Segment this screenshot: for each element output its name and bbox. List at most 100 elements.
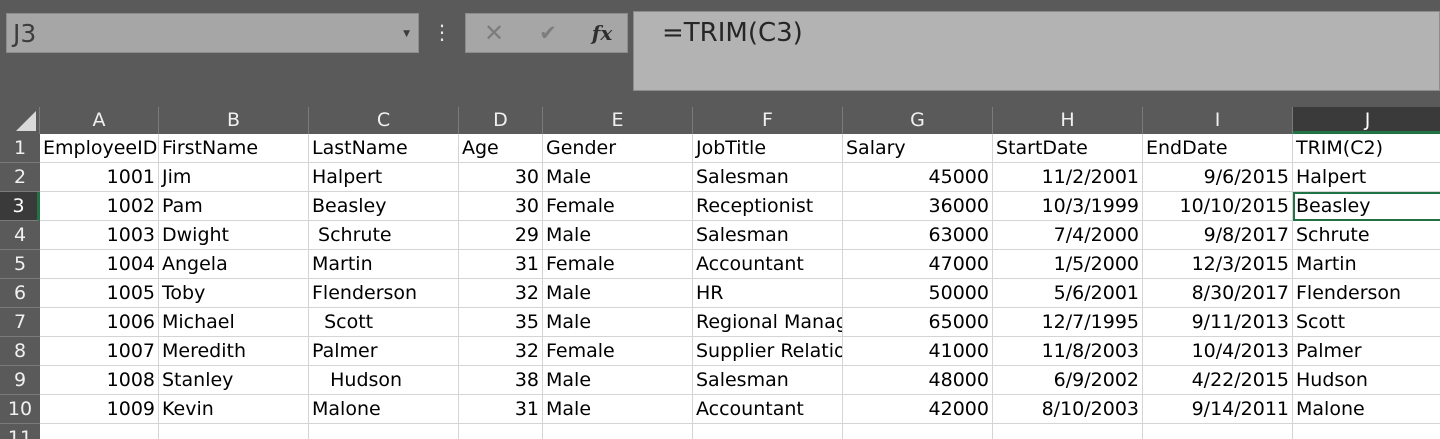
cell-a7[interactable]: 1006	[40, 308, 159, 337]
cell-c3[interactable]: Beasley	[309, 192, 459, 221]
fx-icon[interactable]: fx	[591, 21, 613, 45]
cell-e1[interactable]: Gender	[543, 134, 693, 163]
cell-b5[interactable]: Angela	[159, 250, 309, 279]
cell-h11[interactable]	[993, 424, 1143, 439]
cell-b3[interactable]: Pam	[159, 192, 309, 221]
cell-e6[interactable]: Male	[543, 279, 693, 308]
cell-c10[interactable]: Malone	[309, 395, 459, 424]
cell-c4[interactable]: Schrute	[309, 221, 459, 250]
cell-d9[interactable]: 38	[459, 366, 543, 395]
cell-c7[interactable]: Scott	[309, 308, 459, 337]
cell-g2[interactable]: 45000	[843, 163, 993, 192]
cell-f1[interactable]: JobTitle	[693, 134, 843, 163]
cell-a1[interactable]: EmployeeID	[40, 134, 159, 163]
cell-f5[interactable]: Accountant	[693, 250, 843, 279]
cell-i2[interactable]: 9/6/2015	[1143, 163, 1293, 192]
row-header-9[interactable]: 9	[0, 366, 40, 395]
cell-f2[interactable]: Salesman	[693, 163, 843, 192]
chevron-down-icon[interactable]: ▼	[403, 29, 410, 39]
column-header-e[interactable]: E	[543, 107, 693, 134]
cell-h7[interactable]: 12/7/1995	[993, 308, 1143, 337]
cell-i5[interactable]: 12/3/2015	[1143, 250, 1293, 279]
cell-a5[interactable]: 1004	[40, 250, 159, 279]
row-header-5[interactable]: 5	[0, 250, 40, 279]
cell-b6[interactable]: Toby	[159, 279, 309, 308]
row-header-6[interactable]: 6	[0, 279, 40, 308]
cell-d6[interactable]: 32	[459, 279, 543, 308]
cell-g1[interactable]: Salary	[843, 134, 993, 163]
cell-e2[interactable]: Male	[543, 163, 693, 192]
cell-d11[interactable]	[459, 424, 543, 439]
column-header-d[interactable]: D	[459, 107, 543, 134]
cell-e11[interactable]	[543, 424, 693, 439]
cell-b8[interactable]: Meredith	[159, 337, 309, 366]
cell-i9[interactable]: 4/22/2015	[1143, 366, 1293, 395]
cell-a4[interactable]: 1003	[40, 221, 159, 250]
more-vertical-icon[interactable]: ⋮	[432, 20, 452, 44]
cell-f10[interactable]: Accountant	[693, 395, 843, 424]
cell-f4[interactable]: Salesman	[693, 221, 843, 250]
cell-j3[interactable]: Beasley	[1293, 192, 1440, 221]
cell-h6[interactable]: 5/6/2001	[993, 279, 1143, 308]
cell-e5[interactable]: Female	[543, 250, 693, 279]
cell-j9[interactable]: Hudson	[1293, 366, 1440, 395]
cell-g10[interactable]: 42000	[843, 395, 993, 424]
cell-j7[interactable]: Scott	[1293, 308, 1440, 337]
cell-a6[interactable]: 1005	[40, 279, 159, 308]
name-box[interactable]: J3 ▼	[6, 13, 419, 53]
cell-a2[interactable]: 1001	[40, 163, 159, 192]
column-header-f[interactable]: F	[693, 107, 843, 134]
cell-d4[interactable]: 29	[459, 221, 543, 250]
cell-a9[interactable]: 1008	[40, 366, 159, 395]
cell-e8[interactable]: Female	[543, 337, 693, 366]
cell-i10[interactable]: 9/14/2011	[1143, 395, 1293, 424]
cell-e3[interactable]: Female	[543, 192, 693, 221]
cell-b9[interactable]: Stanley	[159, 366, 309, 395]
cell-d3[interactable]: 30	[459, 192, 543, 221]
row-header-11[interactable]: 11	[0, 424, 40, 439]
cell-g8[interactable]: 41000	[843, 337, 993, 366]
cell-c1[interactable]: LastName	[309, 134, 459, 163]
cell-h1[interactable]: StartDate	[993, 134, 1143, 163]
column-header-g[interactable]: G	[843, 107, 993, 134]
cell-b7[interactable]: Michael	[159, 308, 309, 337]
cell-j2[interactable]: Halpert	[1293, 163, 1440, 192]
cell-e4[interactable]: Male	[543, 221, 693, 250]
row-header-3[interactable]: 3	[0, 192, 40, 221]
cell-g6[interactable]: 50000	[843, 279, 993, 308]
cell-i11[interactable]	[1143, 424, 1293, 439]
cell-f3[interactable]: Receptionist	[693, 192, 843, 221]
cell-h10[interactable]: 8/10/2003	[993, 395, 1143, 424]
cell-i1[interactable]: EndDate	[1143, 134, 1293, 163]
cell-h5[interactable]: 1/5/2000	[993, 250, 1143, 279]
cell-j6[interactable]: Flenderson	[1293, 279, 1440, 308]
row-header-1[interactable]: 1	[0, 134, 40, 163]
cell-i3[interactable]: 10/10/2015	[1143, 192, 1293, 221]
row-header-8[interactable]: 8	[0, 337, 40, 366]
cell-j8[interactable]: Palmer	[1293, 337, 1440, 366]
cell-h3[interactable]: 10/3/1999	[993, 192, 1143, 221]
cell-c11[interactable]	[309, 424, 459, 439]
cell-g5[interactable]: 47000	[843, 250, 993, 279]
row-header-4[interactable]: 4	[0, 221, 40, 250]
column-header-i[interactable]: I	[1143, 107, 1293, 134]
cell-d8[interactable]: 32	[459, 337, 543, 366]
cell-f9[interactable]: Salesman	[693, 366, 843, 395]
row-header-7[interactable]: 7	[0, 308, 40, 337]
column-header-a[interactable]: A	[40, 107, 159, 134]
cell-c2[interactable]: Halpert	[309, 163, 459, 192]
cell-d5[interactable]: 31	[459, 250, 543, 279]
cell-j1[interactable]: TRIM(C2)	[1293, 134, 1440, 163]
row-header-2[interactable]: 2	[0, 163, 40, 192]
cell-e10[interactable]: Male	[543, 395, 693, 424]
checkmark-icon[interactable]: ✔	[539, 21, 557, 45]
cell-d10[interactable]: 31	[459, 395, 543, 424]
cell-f11[interactable]	[693, 424, 843, 439]
column-header-j[interactable]: J	[1293, 107, 1440, 134]
cell-a11[interactable]	[40, 424, 159, 439]
cell-a3[interactable]: 1002	[40, 192, 159, 221]
cell-d7[interactable]: 35	[459, 308, 543, 337]
cell-c9[interactable]: Hudson	[309, 366, 459, 395]
cell-b11[interactable]	[159, 424, 309, 439]
cell-b2[interactable]: Jim	[159, 163, 309, 192]
